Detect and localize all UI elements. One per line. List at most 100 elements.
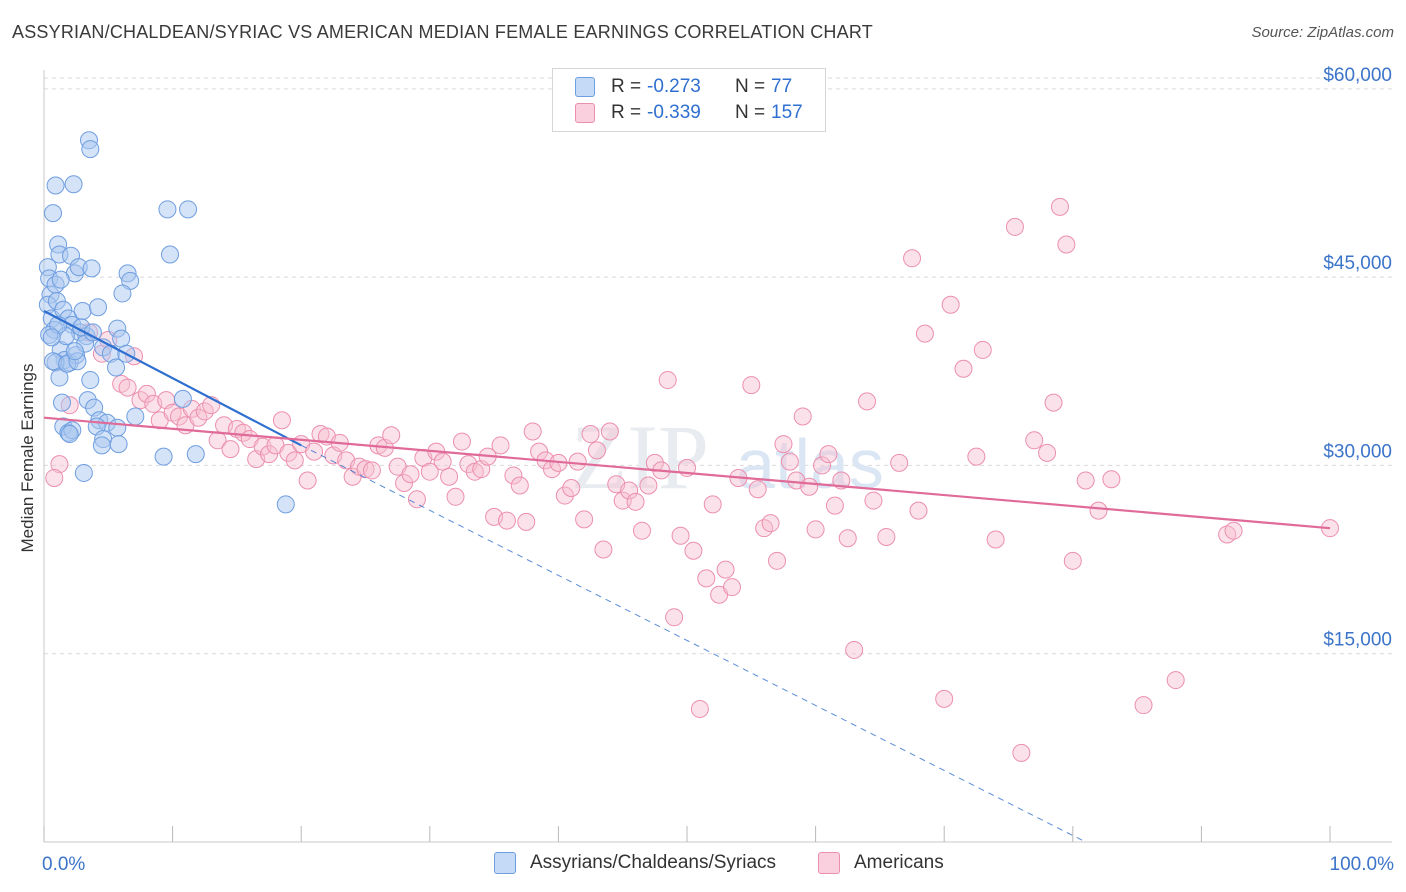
americans-trend-line xyxy=(43,416,1331,530)
americans-point xyxy=(716,560,735,579)
americans-point xyxy=(137,384,156,403)
americans-point xyxy=(1076,471,1095,490)
n-value: 77 xyxy=(771,76,793,97)
americans-point xyxy=(986,530,1005,549)
axis-labels: $15,000 $30,000 $45,000 $60,000 0.0% 100.0% Me… xyxy=(18,65,1394,875)
blue-swatch xyxy=(494,852,516,874)
americans-point xyxy=(967,447,986,466)
americans-point xyxy=(446,487,465,506)
y-tick-label: $45,000 xyxy=(1323,253,1392,274)
stats-row-assyrian: R = -0.273 N = 77 xyxy=(575,75,792,99)
americans-point xyxy=(935,689,954,708)
assyrian-point xyxy=(44,204,63,223)
assyrian-point xyxy=(107,358,126,377)
americans-point xyxy=(452,432,471,451)
y-tick-label: $15,000 xyxy=(1323,630,1392,651)
americans-point xyxy=(221,440,240,459)
americans-point xyxy=(793,407,812,426)
assyrian-point xyxy=(276,495,295,514)
r-value: -0.339 xyxy=(647,102,701,123)
americans-point xyxy=(723,578,742,597)
americans-point xyxy=(697,569,716,588)
assyrian-point xyxy=(112,329,131,348)
assyrian-point xyxy=(154,447,173,466)
y-tick-label: $30,000 xyxy=(1323,441,1392,462)
n-label: N = xyxy=(735,76,766,97)
americans-point xyxy=(433,452,452,471)
r-label: R = xyxy=(611,102,642,123)
americans-point xyxy=(272,411,291,430)
americans-point xyxy=(1057,235,1076,254)
americans-point xyxy=(1102,470,1121,489)
americans-point xyxy=(587,441,606,460)
americans-point xyxy=(440,467,459,486)
americans-point xyxy=(684,541,703,560)
r-label: R = xyxy=(611,76,642,97)
assyrian-point xyxy=(53,393,72,412)
americans-point xyxy=(1224,521,1243,540)
americans-point xyxy=(362,461,381,480)
legend-item-assyrian[interactable]: Assyrians/Chaldeans/Syriacs xyxy=(494,852,776,874)
americans-point xyxy=(253,437,272,456)
americans-point xyxy=(832,471,851,490)
americans-point xyxy=(600,422,619,441)
assyrian-point xyxy=(81,140,100,159)
pink-swatch xyxy=(575,103,595,123)
americans-point xyxy=(45,468,64,487)
americans-point xyxy=(613,491,632,510)
stats-legend: R = -0.273 N = 77 R = -0.339 N = 157 xyxy=(552,68,826,132)
americans-point xyxy=(954,359,973,378)
americans-point xyxy=(285,451,304,470)
americans-point xyxy=(497,511,516,530)
americans-point xyxy=(581,425,600,444)
assyrian-point xyxy=(81,371,100,390)
americans-point xyxy=(575,510,594,529)
americans-point xyxy=(517,512,536,531)
n-value: 157 xyxy=(771,102,803,123)
x-tick-label: 0.0% xyxy=(42,854,85,875)
assyrian-point xyxy=(65,342,84,361)
americans-point xyxy=(909,501,928,520)
americans-point xyxy=(800,477,819,496)
americans-point xyxy=(1012,743,1031,762)
assyrian-point xyxy=(46,176,65,195)
assyrian-point xyxy=(113,284,132,303)
legend-item-americans[interactable]: Americans xyxy=(818,852,944,874)
americans-point xyxy=(838,529,857,548)
americans-point xyxy=(703,495,722,514)
americans-point xyxy=(915,324,934,343)
americans-point xyxy=(420,462,439,481)
americans-point xyxy=(858,392,877,411)
assyrian-point xyxy=(161,245,180,264)
pink-swatch xyxy=(818,852,840,874)
americans-point xyxy=(1166,671,1185,690)
r-value: -0.273 xyxy=(647,76,701,97)
assyrian-point xyxy=(108,418,127,437)
assyrian-point xyxy=(60,425,79,444)
americans-point xyxy=(279,443,298,462)
americans-point xyxy=(620,481,639,500)
axes xyxy=(43,70,1392,843)
americans-point xyxy=(1025,431,1044,450)
americans-point xyxy=(825,496,844,515)
assyrian-point xyxy=(186,445,205,464)
stats-row-americans: R = -0.339 N = 157 xyxy=(575,101,803,125)
americans-point xyxy=(1038,443,1057,462)
americans-point xyxy=(665,608,684,627)
n-label: N = xyxy=(735,102,766,123)
americans-point xyxy=(973,340,992,359)
americans-point xyxy=(568,452,587,471)
americans-point xyxy=(639,476,658,495)
assyrian-point xyxy=(158,200,177,219)
assyrian-point xyxy=(50,368,69,387)
americans-point xyxy=(382,426,401,445)
americans-point xyxy=(626,492,645,511)
americans-point xyxy=(890,453,909,472)
y-axis-title: Median Female Earnings xyxy=(18,364,37,553)
americans-point xyxy=(118,378,137,397)
americans-point xyxy=(401,465,420,484)
series-legend: Assyrians/Chaldeans/Syriacs Americans xyxy=(0,852,1406,878)
americans-point xyxy=(523,422,542,441)
legend-label: Americans xyxy=(854,852,944,873)
